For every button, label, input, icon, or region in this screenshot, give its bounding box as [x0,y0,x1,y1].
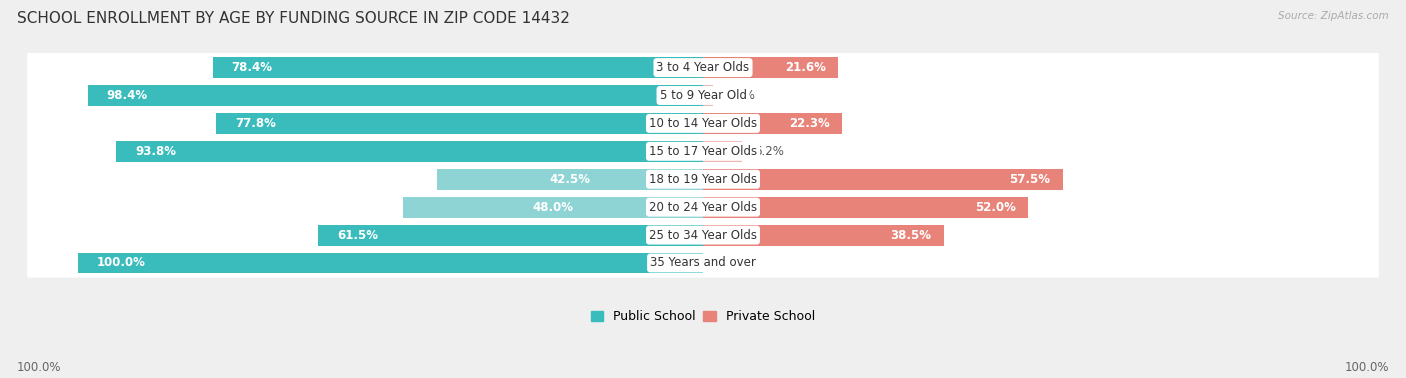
Bar [77,253,703,273]
Bar [703,169,1063,190]
Text: 3 to 4 Year Olds: 3 to 4 Year Olds [657,61,749,74]
Text: 52.0%: 52.0% [974,201,1015,214]
FancyBboxPatch shape [27,81,1379,110]
Text: 1.6%: 1.6% [725,89,755,102]
FancyBboxPatch shape [27,53,1379,82]
Text: 38.5%: 38.5% [890,229,931,242]
Text: 42.5%: 42.5% [550,173,591,186]
Text: 48.0%: 48.0% [533,201,574,214]
Bar [703,57,838,78]
Legend: Public School, Private School: Public School, Private School [586,305,820,328]
Text: 20 to 24 Year Olds: 20 to 24 Year Olds [650,201,756,214]
Text: 25 to 34 Year Olds: 25 to 34 Year Olds [650,229,756,242]
Text: 100.0%: 100.0% [17,361,62,374]
Text: 21.6%: 21.6% [785,61,825,74]
FancyBboxPatch shape [27,248,1379,278]
Bar [217,113,703,134]
FancyBboxPatch shape [27,164,1379,194]
Text: 5 to 9 Year Old: 5 to 9 Year Old [659,89,747,102]
Text: 100.0%: 100.0% [1344,361,1389,374]
Bar [703,85,713,106]
Text: 6.2%: 6.2% [754,145,785,158]
Bar [117,141,703,162]
Bar [703,197,1028,218]
Text: 78.4%: 78.4% [232,61,273,74]
Text: 22.3%: 22.3% [789,117,830,130]
Text: 61.5%: 61.5% [337,229,378,242]
Text: 0.0%: 0.0% [716,257,745,270]
Bar [318,225,703,246]
Bar [437,169,703,190]
Text: 98.4%: 98.4% [107,89,148,102]
Bar [703,225,943,246]
FancyBboxPatch shape [27,192,1379,222]
Text: 93.8%: 93.8% [135,145,176,158]
Text: 18 to 19 Year Olds: 18 to 19 Year Olds [650,173,756,186]
FancyBboxPatch shape [27,109,1379,138]
Text: 15 to 17 Year Olds: 15 to 17 Year Olds [650,145,756,158]
Text: 77.8%: 77.8% [235,117,276,130]
Text: Source: ZipAtlas.com: Source: ZipAtlas.com [1278,11,1389,21]
Bar [703,113,842,134]
FancyBboxPatch shape [27,220,1379,250]
Bar [402,197,703,218]
Text: SCHOOL ENROLLMENT BY AGE BY FUNDING SOURCE IN ZIP CODE 14432: SCHOOL ENROLLMENT BY AGE BY FUNDING SOUR… [17,11,569,26]
Text: 100.0%: 100.0% [96,257,145,270]
Bar [87,85,703,106]
Text: 10 to 14 Year Olds: 10 to 14 Year Olds [650,117,756,130]
FancyBboxPatch shape [27,137,1379,166]
Text: 57.5%: 57.5% [1010,173,1050,186]
Bar [703,141,742,162]
Text: 35 Years and over: 35 Years and over [650,257,756,270]
Bar [212,57,703,78]
